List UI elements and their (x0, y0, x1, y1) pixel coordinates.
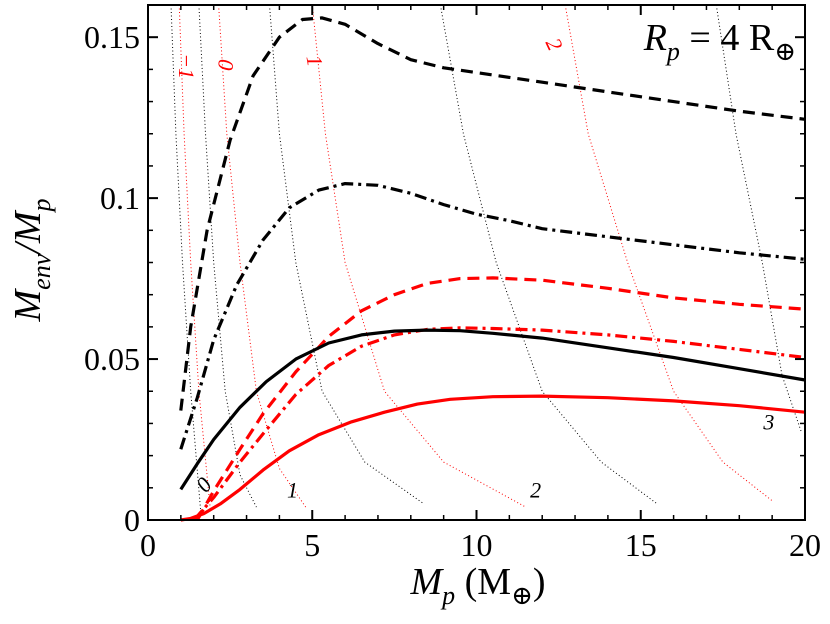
series-red-dashed (195, 276, 806, 521)
contour-label-0: −1 (174, 53, 199, 79)
contour-line-1 (178, 4, 211, 511)
x-tick-label: 10 (461, 527, 493, 563)
x-tick-label: 15 (625, 527, 657, 563)
y-tick-label: 0.05 (84, 341, 140, 377)
contour-line-6 (439, 4, 658, 505)
series-red-dashdot (192, 326, 806, 522)
contour-lines (170, 4, 803, 511)
x-tick-label: 20 (789, 527, 821, 563)
contour-line-8 (715, 4, 803, 434)
contour-line-0 (170, 4, 202, 511)
radius-annotation: Rp = 4 R⊕ (643, 17, 796, 66)
contour-label-7: 3 (762, 409, 774, 434)
x-axis-label: Mp (M⊕) (409, 561, 545, 610)
contour-label-3: 2 (541, 34, 568, 55)
y-tick-label: 0 (124, 502, 140, 538)
contour-line-4 (269, 4, 425, 505)
plot-frame (147, 4, 806, 521)
contour-label-5: 1 (287, 478, 298, 503)
series-red-solid (180, 394, 806, 522)
contour-label-2: 1 (301, 53, 328, 68)
series-black-solid (179, 328, 806, 491)
contour-label-1: 0 (213, 58, 239, 71)
contour-line-3 (218, 4, 307, 508)
series-black-dashdot (179, 182, 806, 450)
contour-label-6: 2 (530, 478, 541, 503)
contour-line-5 (311, 4, 527, 508)
data-series (179, 16, 806, 522)
y-axis-label: Menv/Mp (7, 199, 56, 323)
axis-ticks (147, 5, 806, 521)
contour-line-7 (564, 4, 773, 502)
y-tick-label: 0.15 (84, 19, 140, 55)
y-tick-label: 0.1 (100, 180, 140, 216)
contour-labels: −1 0 120 1 23 (174, 34, 774, 503)
series-black-dashed (179, 16, 806, 411)
contour-line-2 (198, 4, 257, 508)
x-tick-label: 5 (304, 527, 320, 563)
x-tick-label: 0 (140, 527, 156, 563)
